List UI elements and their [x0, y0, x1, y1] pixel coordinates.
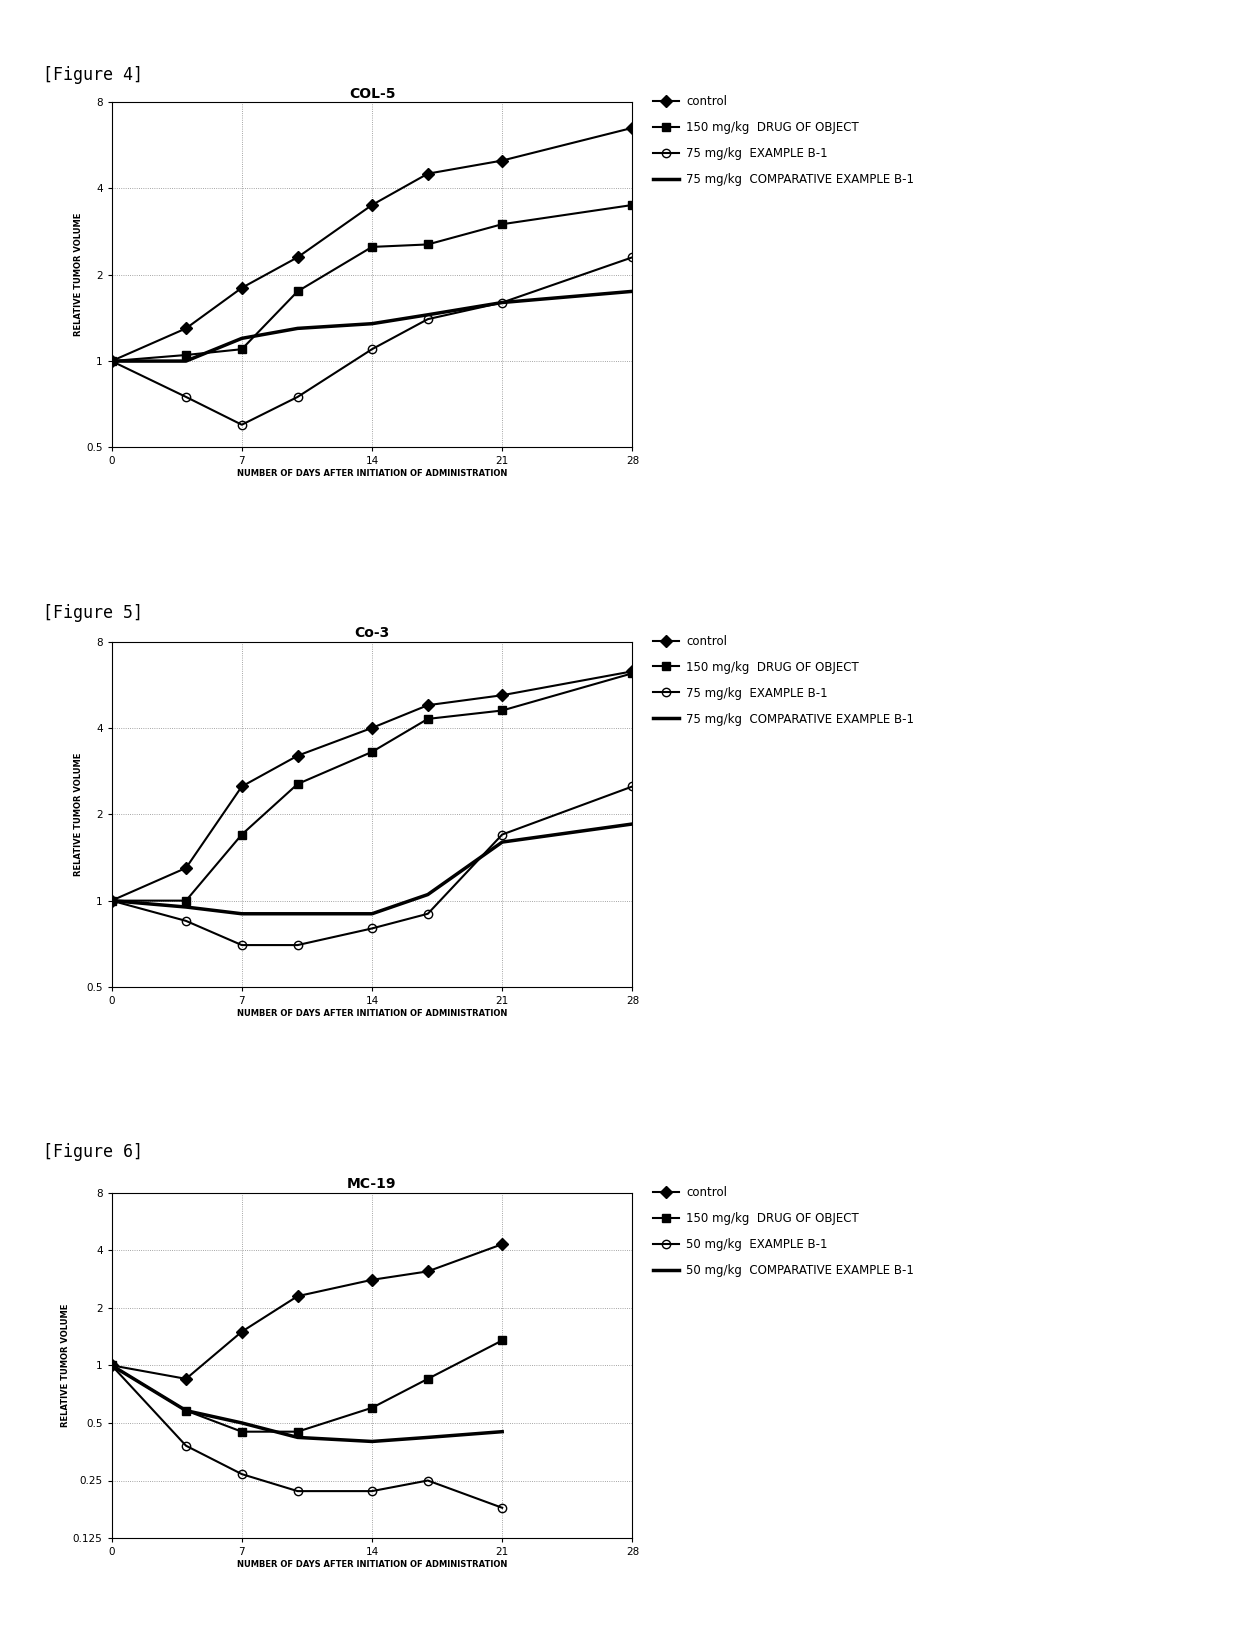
Title: Co-3: Co-3	[355, 627, 389, 640]
Legend: control, 150 mg/kg  DRUG OF OBJECT, 75 mg/kg  EXAMPLE B-1, 75 mg/kg  COMPARATIVE: control, 150 mg/kg DRUG OF OBJECT, 75 mg…	[653, 635, 914, 725]
Legend: control, 150 mg/kg  DRUG OF OBJECT, 75 mg/kg  EXAMPLE B-1, 75 mg/kg  COMPARATIVE: control, 150 mg/kg DRUG OF OBJECT, 75 mg…	[653, 95, 914, 186]
Y-axis label: RELATIVE TUMOR VOLUME: RELATIVE TUMOR VOLUME	[61, 1303, 69, 1426]
Text: [Figure 6]: [Figure 6]	[43, 1143, 144, 1161]
X-axis label: NUMBER OF DAYS AFTER INITIATION OF ADMINISTRATION: NUMBER OF DAYS AFTER INITIATION OF ADMIN…	[237, 1559, 507, 1569]
Y-axis label: RELATIVE TUMOR VOLUME: RELATIVE TUMOR VOLUME	[74, 753, 83, 875]
Y-axis label: RELATIVE TUMOR VOLUME: RELATIVE TUMOR VOLUME	[74, 214, 83, 337]
Title: COL-5: COL-5	[348, 87, 396, 100]
Text: [Figure 4]: [Figure 4]	[43, 66, 144, 84]
Legend: control, 150 mg/kg  DRUG OF OBJECT, 50 mg/kg  EXAMPLE B-1, 50 mg/kg  COMPARATIVE: control, 150 mg/kg DRUG OF OBJECT, 50 mg…	[653, 1186, 914, 1277]
X-axis label: NUMBER OF DAYS AFTER INITIATION OF ADMINISTRATION: NUMBER OF DAYS AFTER INITIATION OF ADMIN…	[237, 1008, 507, 1018]
Text: [Figure 5]: [Figure 5]	[43, 604, 144, 622]
Title: MC-19: MC-19	[347, 1178, 397, 1191]
X-axis label: NUMBER OF DAYS AFTER INITIATION OF ADMINISTRATION: NUMBER OF DAYS AFTER INITIATION OF ADMIN…	[237, 469, 507, 479]
